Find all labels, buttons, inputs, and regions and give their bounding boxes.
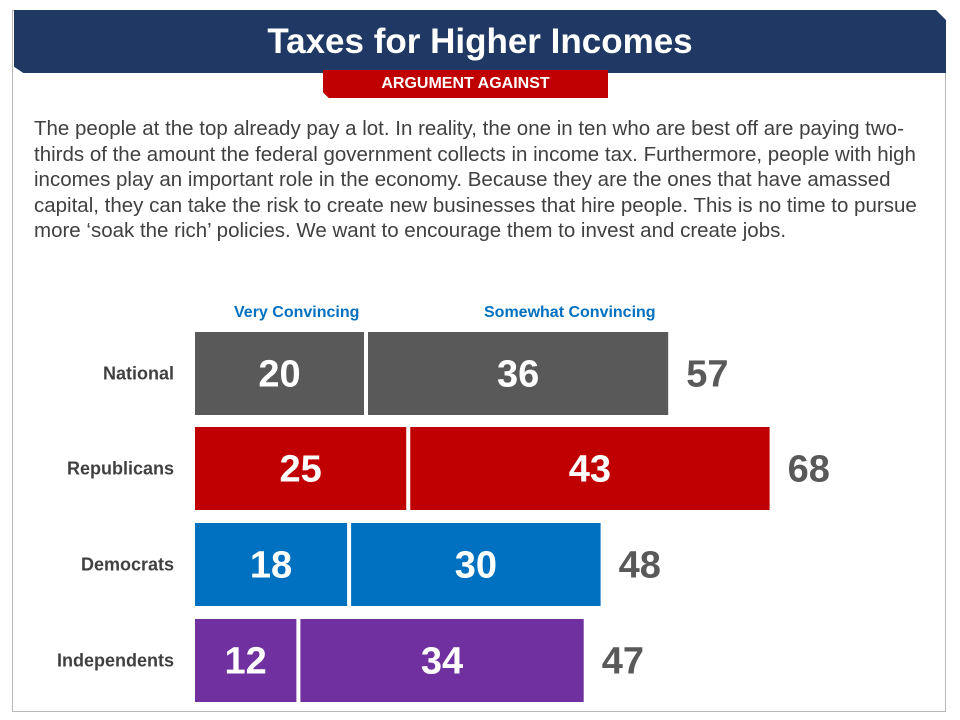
total-label: 48 — [619, 545, 661, 587]
bar-somewhat-convincing — [368, 332, 669, 415]
data-label: 12 — [225, 641, 267, 683]
bar-somewhat-convincing — [300, 619, 584, 702]
bar-somewhat-convincing — [410, 427, 770, 510]
data-label: 36 — [497, 354, 539, 396]
total-label: 47 — [602, 641, 644, 683]
total-label: 68 — [788, 449, 830, 491]
bar-very-convincing — [195, 427, 407, 510]
bar-very-convincing — [195, 619, 297, 702]
page-title: Taxes for Higher Incomes — [267, 21, 693, 61]
category-label: Democrats — [81, 555, 174, 575]
data-label: 34 — [421, 641, 463, 683]
subtitle-badge: ARGUMENT AGAINST — [323, 70, 608, 98]
data-label: 18 — [250, 545, 292, 587]
bar-very-convincing — [195, 523, 348, 606]
data-label: 43 — [569, 449, 611, 491]
bar-very-convincing — [195, 332, 364, 415]
data-label: 25 — [279, 449, 321, 491]
category-label: Republicans — [67, 459, 174, 479]
legend-very-convincing: Very Convincing — [234, 304, 360, 321]
data-label: 20 — [258, 354, 300, 396]
category-label: Independents — [57, 651, 174, 671]
legend-somewhat-convincing: Somewhat Convincing — [484, 304, 656, 321]
data-label: 30 — [455, 545, 497, 587]
title-bar — [14, 10, 946, 73]
category-label: National — [103, 364, 174, 384]
total-label: 57 — [686, 354, 728, 396]
title-corner-fold — [936, 10, 946, 20]
bar-somewhat-convincing — [351, 523, 601, 606]
argument-text: The people at the top already pay a lot.… — [34, 117, 917, 242]
